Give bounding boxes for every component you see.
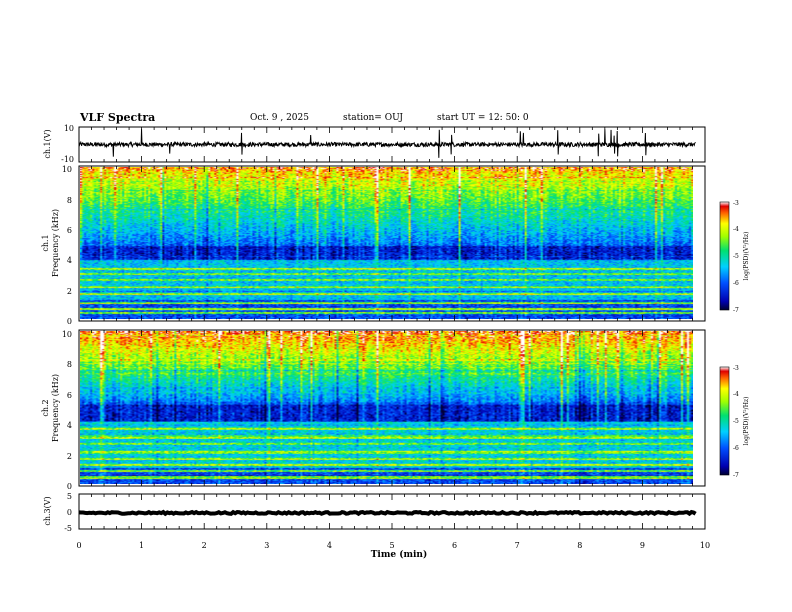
time-tick-label-8: 8 [577,541,582,550]
spectrogram-ch1-ytick-8: 8 [67,196,72,205]
colorbar-ch1-tick-m5: -5 [733,253,739,260]
colorbar-ch2-label: log(PSD)(V²/Hz) [743,397,750,446]
spectrogram-ch2-ytick-2: 2 [67,452,72,461]
spectrogram-ch1-ytick-6: 6 [67,226,72,235]
spectrogram-ch2-ytick-4: 4 [67,421,72,430]
waveform-ch3-ylabel: ch.3(V) [43,496,52,525]
time-axis-label: Time (min) [371,549,428,560]
time-tick-label-6: 6 [452,541,457,550]
spectrogram-ch1-channel-label: ch.1 [41,234,50,251]
time-tick-label-3: 3 [264,541,269,550]
spectrogram-ch2-ytick-10: 10 [62,330,72,339]
waveform-ch1-ytick-top: 10 [64,124,74,133]
station-label: station= OUJ [343,113,404,123]
spectrogram-ch1-panel: 0 2 4 6 8 10 ch.1 Frequency (kHz) -3 -4 … [41,165,750,326]
waveform-ch3-ticks [78,494,706,529]
spectrogram-ch2-ytick-0: 0 [67,482,72,491]
colorbar-ch2-tick-m3: -3 [733,365,739,372]
time-tick-label-10: 10 [700,541,710,550]
time-tick-label-1: 1 [139,541,144,550]
waveform-ch3-ytick-bottom: -5 [64,524,72,533]
colorbar-ch1-tick-m7: -7 [733,307,739,314]
colorbar-ch2 [719,366,730,476]
spectrogram-ch2-ylabel: Frequency (kHz) [51,374,60,442]
spectrogram-ch2-image [80,331,693,484]
spectrogram-ch1-image [80,167,693,319]
spectrogram-ch2-channel-label: ch.2 [41,399,50,416]
waveform-ch3-ytick-mid: 0 [67,508,72,517]
waveform-ch1-ticks [78,127,706,162]
colorbar-ch1-tick-m3: -3 [733,200,739,207]
spectrogram-ch1-ytick-2: 2 [67,287,72,296]
waveform-ch1-trace [78,128,696,158]
colorbar-ch2-tick-m7: -7 [733,472,739,479]
time-tick-label-9: 9 [640,541,645,550]
spectrogram-ch1-ytick-10: 10 [62,165,72,174]
colorbar-ch2-tick-m5: -5 [733,418,739,425]
spectrogram-ch1-ytick-4: 4 [67,256,72,265]
colorbar-ch2-tick-m4: -4 [733,391,739,398]
waveform-ch1-ylabel: ch.1(V) [43,129,52,158]
time-axis-tick-labels: 0 1 2 3 4 5 6 7 8 9 10 [76,541,710,550]
spectrogram-ch1-ticks [78,166,706,321]
colorbar-ch1-tick-m4: -4 [733,226,739,233]
spectrogram-ch1-ytick-0: 0 [67,317,72,326]
start-time-label: start UT = 12: 50: 0 [437,113,529,123]
time-tick-label-0: 0 [76,541,81,550]
time-tick-label-2: 2 [202,541,207,550]
colorbar-ch2-tick-m6: -6 [733,445,739,452]
waveform-ch1-panel: 10 -10 ch.1(V) [43,124,706,164]
colorbar-ch1-tick-m6: -6 [733,280,739,287]
colorbar-ch1-label: log(PSD)(V²/Hz) [743,232,750,281]
figure-title: VLF Spectra [80,111,156,124]
waveform-ch3-panel: 5 0 -5 ch.3(V) 0 1 2 3 4 5 6 7 8 9 10 Time (min) [43,492,710,560]
waveform-ch3-ytick-top: 5 [67,492,72,501]
date-label: Oct. 9 , 2025 [250,113,309,123]
spectrogram-ch1-ylabel: Frequency (kHz) [51,209,60,277]
spectrogram-ch2-ytick-6: 6 [67,391,72,400]
time-tick-label-4: 4 [327,541,332,550]
colorbar-ch1 [719,201,730,311]
spectrogram-ch2-panel: 0 2 4 6 8 10 ch.2 Frequency (kHz) -3 -4 … [41,329,750,491]
spectrogram-ch2-ticks [78,330,706,486]
time-tick-label-7: 7 [515,541,520,550]
waveform-ch3-trace [78,509,697,517]
waveform-ch1-ytick-bottom: -10 [61,155,74,164]
spectrogram-ch2-ytick-8: 8 [67,360,72,369]
time-tick-label-5: 5 [389,541,394,550]
